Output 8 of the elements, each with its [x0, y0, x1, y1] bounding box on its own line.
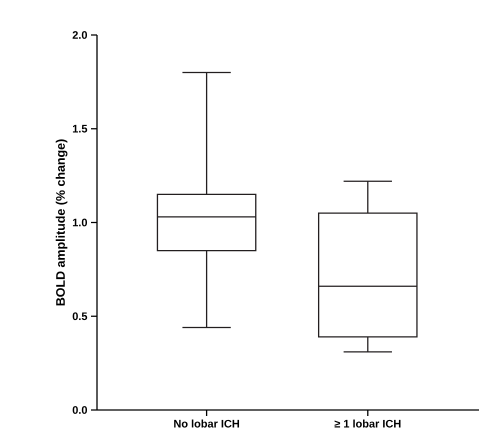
y-tick-label: 0.0: [72, 406, 88, 414]
y-tick-label: 2.0: [72, 31, 88, 39]
y-tick-label: 0.5: [72, 312, 88, 320]
y-axis-title: BOLD amplitude (% change): [56, 139, 68, 306]
y-tick-label: 1.5: [72, 124, 88, 133]
y-tick-label: 1.0: [72, 218, 88, 226]
x-tick-label: ≥ 1 lobar ICH: [334, 420, 400, 428]
x-tick-label: No lobar ICH: [174, 420, 240, 428]
